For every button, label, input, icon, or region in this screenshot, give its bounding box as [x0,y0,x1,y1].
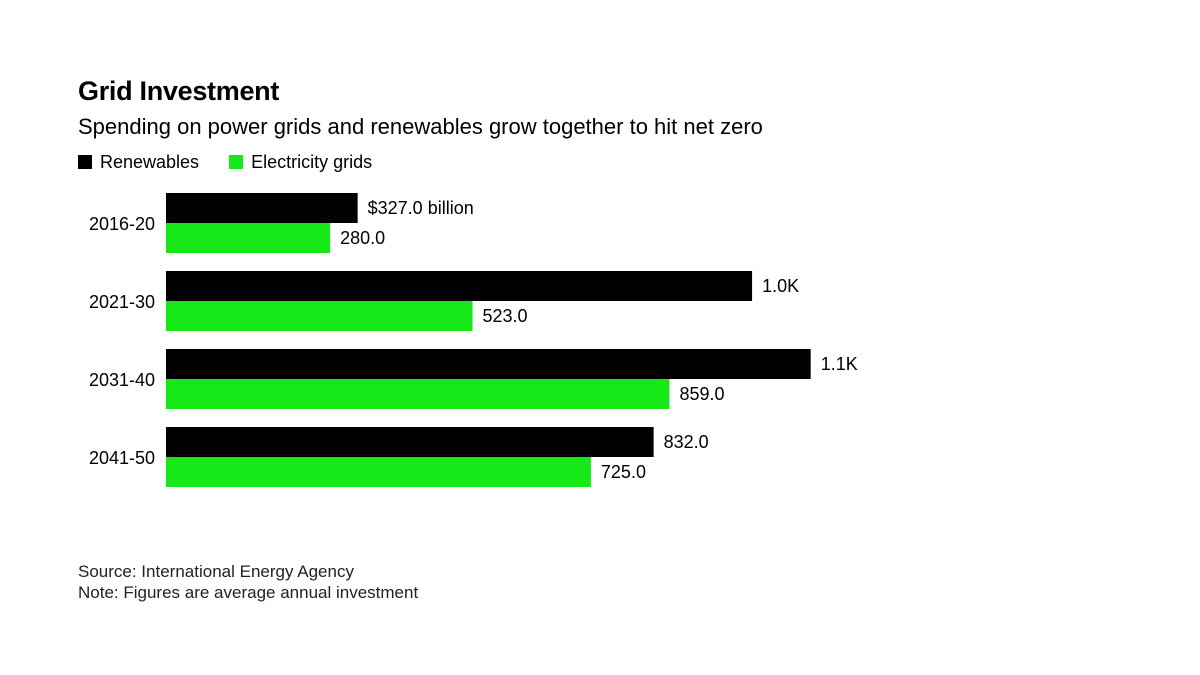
bar-renewables-2016-20 [166,193,358,223]
legend-swatch-renewables [78,155,92,169]
value-label-renewables-2041-50: 832.0 [664,432,709,452]
category-label-2031-40: 2031-40 [89,370,155,390]
legend-label-renewables: Renewables [100,151,200,172]
category-label-2021-30: 2021-30 [89,292,155,312]
category-label-2016-20: 2016-20 [89,214,155,234]
value-label-renewables-2031-40: 1.1K [821,354,858,374]
chart-legend: Renewables Electricity grids [78,150,402,174]
source-note: Source: International Energy Agency [78,562,354,581]
legend-swatch-electricity-grids [229,155,244,169]
bar-electricity-grids-2016-20 [166,223,331,253]
value-label-electricity-grids-2031-40: 859.0 [679,384,724,404]
category-label-2041-50: 2041-50 [89,448,155,468]
bar-electricity-grids-2031-40 [166,379,670,409]
value-label-renewables-2016-20: $327.0 billion [368,198,474,218]
value-label-electricity-grids-2021-30: 523.0 [483,306,528,326]
bar-electricity-grids-2021-30 [166,301,473,331]
footnote: Note: Figures are average annual investm… [78,583,419,602]
bar-renewables-2031-40 [166,349,811,379]
value-label-electricity-grids-2016-20: 280.0 [340,228,385,248]
bar-electricity-grids-2041-50 [166,457,591,487]
value-label-renewables-2021-30: 1.0K [762,276,799,296]
legend-label-electricity-grids: Electricity grids [251,151,373,172]
legend-item-electricity-grids: Electricity grids [229,152,372,173]
chart-title: Grid Investment [78,76,280,106]
legend-item-renewables: Renewables [78,152,199,173]
value-label-electricity-grids-2041-50: 725.0 [601,462,646,482]
bar-renewables-2021-30 [166,271,753,301]
chart-subtitle: Spending on power grids and renewables g… [78,114,763,139]
bar-renewables-2041-50 [166,427,654,457]
